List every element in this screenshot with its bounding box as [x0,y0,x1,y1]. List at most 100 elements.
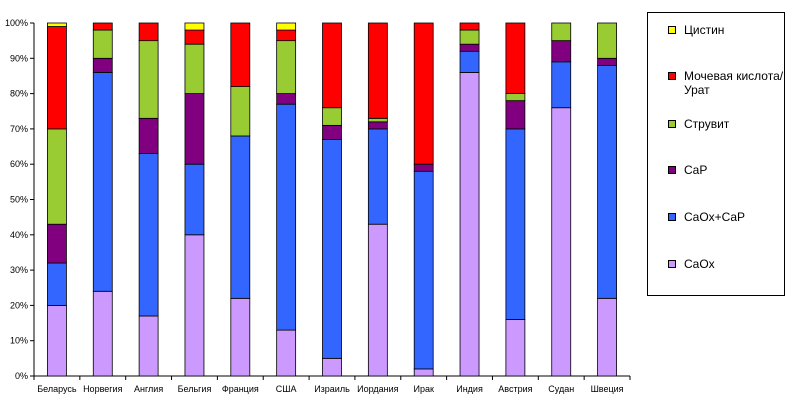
y-tick-label: 70% [10,124,28,134]
bar-segment [459,29,480,45]
bar-segment [138,40,159,119]
legend-label: Цистин [684,23,725,37]
bar-segment [367,117,388,123]
bar-segment [597,64,617,299]
bar-segment [184,93,205,165]
bar-segment [230,297,251,377]
bar-segment [276,22,297,31]
legend-item: Струвит [668,117,784,131]
bar-segment [184,234,205,377]
y-tick-label: 20% [10,300,28,310]
bar-segment [551,22,572,42]
x-category-label: Израиль [314,384,350,394]
bar-segment [47,22,67,27]
bar-segment [92,29,113,59]
bar-segment [505,319,526,377]
bar-segment [367,128,388,225]
bar-segment [413,163,434,172]
bar-segment [276,329,297,377]
x-category-label: Беларусь [37,384,77,394]
legend-label: CaOx [684,257,715,271]
bar-segment [92,22,113,31]
x-category-label: Иордания [357,384,399,394]
chart-legend: Цистин Мочевая кислота/Урат Струвит CaP CaOx… [647,12,785,296]
legend-swatch [668,166,676,174]
bar-segment [551,40,572,63]
y-tick-label: 40% [10,230,28,240]
bar-segment [230,86,251,137]
bar-segment [413,170,434,370]
bar-segment [184,29,205,45]
bar-segment [322,139,342,359]
bar-segment [505,100,526,130]
y-tick-label: 100% [5,18,28,28]
bar-segment [184,43,205,94]
bar-segment [92,57,113,73]
bar-segment [276,103,297,331]
bar-segment [322,124,342,140]
y-tick-label: 0% [15,371,28,381]
bar-segment [413,22,434,165]
bar-segment [459,22,480,31]
y-tick-label: 80% [10,89,28,99]
y-tick-label: 60% [10,159,28,169]
legend-item: Цистин [668,23,784,37]
bar-segment [276,40,297,95]
legend-label: CaOx+CaP [684,210,746,224]
legend-swatch [668,26,676,34]
x-category-label: США [276,384,297,394]
legend-item: CaOx+CaP [668,210,784,224]
x-category-label: Англия [134,384,163,394]
y-tick-label: 10% [10,336,28,346]
bar-segment [597,297,617,377]
bar-segment [47,223,67,264]
bar-segment [505,128,526,320]
y-tick-label: 30% [10,265,28,275]
bar-segment [597,22,617,59]
legend-label: Мочевая кислота/Урат [684,69,784,97]
legend-swatch [668,213,676,221]
bar-segment [47,26,67,130]
y-tick-label: 90% [10,53,28,63]
stacked-bar-chart: 0% 10% 20% 30% 40% 50% 60% 70% 80% 90% 100% Беларус… [5,18,631,394]
x-category-label: Франция [222,384,259,394]
bar-segment [138,315,159,377]
bar-segment [276,93,297,105]
bar-segment [322,22,342,109]
x-category-label: Швеция [591,384,624,394]
bar-segment [459,43,480,52]
legend-swatch [668,120,676,128]
x-category-label: Норвегия [83,384,123,394]
bar-segment [505,93,526,102]
bar-segment [322,357,342,377]
x-category-label: Бельгия [178,384,212,394]
bar-segment [92,290,113,377]
bar-segment [230,135,251,299]
bar-segment [138,153,159,317]
bar-segment [47,262,67,306]
bar-segment [459,72,480,377]
bar-segment [459,50,480,73]
legend-item: CaP [668,163,784,177]
bar-segment [138,22,159,42]
bar-segment [322,107,342,126]
bar-segment [92,72,113,292]
bar-segment [413,368,434,377]
x-category-label: Ирак [413,384,433,394]
bar-segment [47,128,67,225]
plot-area: 0% 10% 20% 30% 40% 50% 60% 70% 80% 90% 100% Беларус… [5,18,631,394]
bar-segment [138,117,159,155]
legend-swatch [668,260,676,268]
legend-swatch [668,72,676,80]
y-tick-label: 50% [10,195,28,205]
bar-segment [367,121,388,130]
bar-segment [551,107,572,377]
legend-item: CaOx [668,257,784,271]
legend-label: Струвит [684,117,730,131]
bar-segment [184,22,205,31]
x-category-label: Австрия [498,384,532,394]
bar-segment [551,61,572,109]
bar-segment [276,29,297,42]
legend-item: Мочевая кислота/Урат [668,69,784,97]
bar-segment [184,163,205,236]
